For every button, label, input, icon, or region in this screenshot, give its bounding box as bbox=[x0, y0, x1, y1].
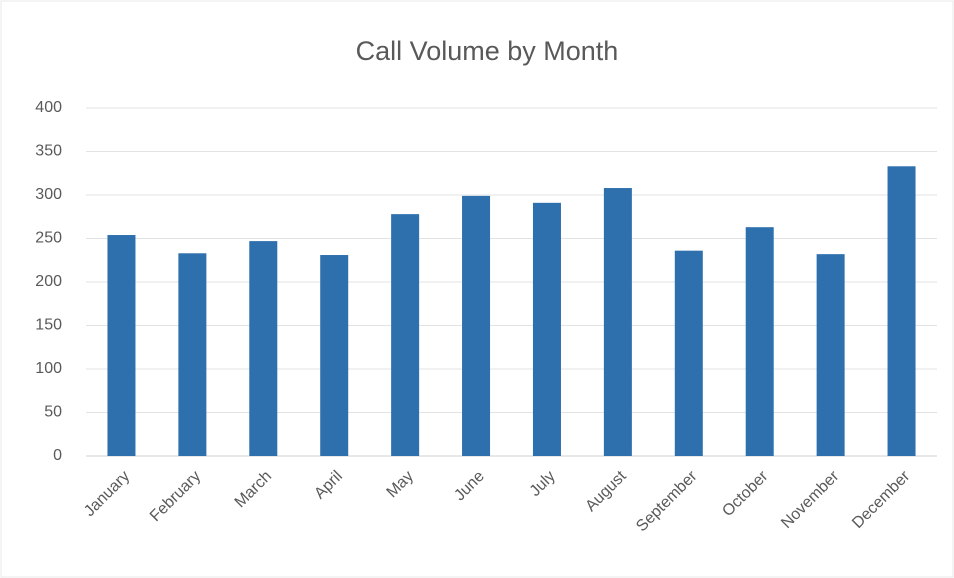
bar bbox=[391, 214, 420, 456]
y-tick-label: 250 bbox=[35, 230, 62, 247]
y-tick-label: 200 bbox=[35, 273, 62, 290]
y-tick-label: 100 bbox=[35, 360, 62, 377]
bar bbox=[249, 241, 278, 456]
y-tick-label: 50 bbox=[44, 404, 62, 421]
y-tick-label: 350 bbox=[35, 143, 62, 160]
y-tick-label: 150 bbox=[35, 317, 62, 334]
y-tick-label: 300 bbox=[35, 186, 62, 203]
bar bbox=[674, 250, 703, 456]
bar bbox=[462, 195, 491, 456]
y-tick-label: 400 bbox=[35, 99, 62, 116]
y-tick-label: 0 bbox=[53, 447, 62, 464]
bar bbox=[107, 235, 136, 456]
bar bbox=[745, 227, 774, 456]
bar bbox=[887, 166, 916, 457]
bar bbox=[603, 188, 632, 457]
bar bbox=[178, 253, 207, 456]
chart-title: Call Volume by Month bbox=[356, 36, 619, 66]
bar bbox=[532, 202, 561, 456]
bar bbox=[816, 254, 845, 456]
bar bbox=[320, 255, 349, 456]
